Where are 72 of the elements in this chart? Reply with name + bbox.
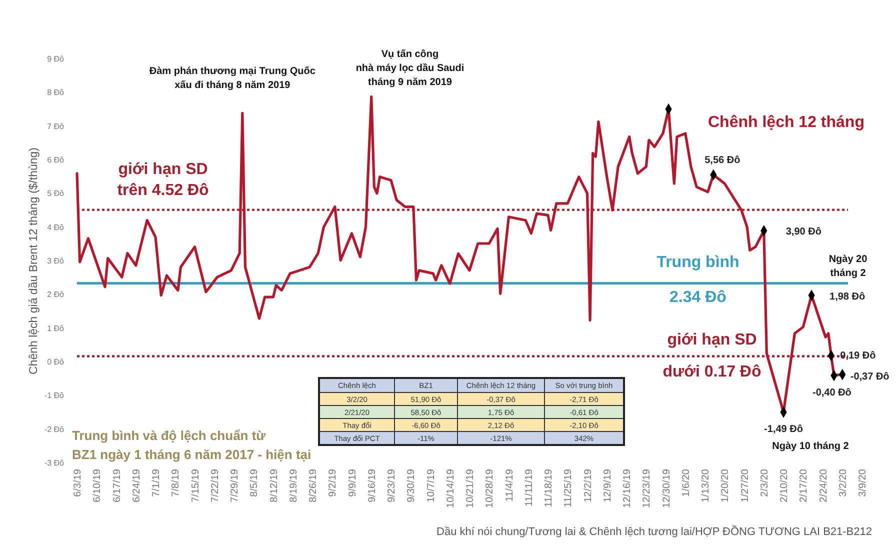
x-tick-label: 3/9/20 <box>858 468 868 497</box>
x-tick-label: 9/9/19 <box>347 468 358 497</box>
x-tick-label: 11/18/19 <box>544 468 554 508</box>
data-label: -0,40 Đô <box>812 387 852 398</box>
y-tick-label: 4 Đô <box>47 222 65 232</box>
x-tick-label: 7/29/19 <box>230 468 240 502</box>
x-tick-label: 1/27/20 <box>740 468 751 502</box>
x-tick-label: 12/30/19 <box>661 468 672 508</box>
annotation: Ngày 10 tháng 2 <box>772 441 850 452</box>
x-tick-label: 12/9/19 <box>602 468 614 502</box>
x-tick-label: 11/11/19 <box>524 468 535 506</box>
x-tick-label: 2/3/20 <box>759 468 770 497</box>
y-tick-label: 7 Đô <box>47 122 65 131</box>
x-tick-label: 7/1/19 <box>151 468 162 497</box>
y-tick-label: 0 Đô <box>47 358 65 367</box>
data-label: 5,56 Đô <box>704 154 740 166</box>
x-tick-label: 6/10/19 <box>92 468 104 502</box>
data-label: 1,98 Đô <box>830 291 866 302</box>
data-label: -1,49 Đô <box>764 424 803 436</box>
x-tick-label: 7/22/19 <box>210 468 221 502</box>
x-tick-label: 6/17/19 <box>112 468 123 502</box>
x-tick-label: 7/8/19 <box>170 468 182 497</box>
x-tick-label: 9/16/19 <box>366 468 378 502</box>
x-tick-label: 9/30/19 <box>406 468 418 502</box>
y-tick-label: -3 Đô <box>44 458 65 468</box>
x-tick-label: 2/24/20 <box>818 468 830 502</box>
x-tick-label: 6/24/19 <box>131 468 142 502</box>
y-tick-label: 9 Đô <box>47 54 65 64</box>
x-tick-label: 1/20/20 <box>720 468 732 502</box>
data-label: -0,37 Đô <box>850 371 890 382</box>
x-tick-label: 9/2/19 <box>328 468 339 497</box>
x-tick-label: 2/10/20 <box>779 468 790 502</box>
annotation: Đàm phán thương mại Trung Quốc xấu đi tháng 8 năm 2019 <box>149 66 316 92</box>
y-tick-label: 6 Đô <box>47 156 65 165</box>
x-tick-label: 12/23/19 <box>642 468 653 508</box>
data-label: 3,90 Đô <box>786 226 822 238</box>
y-tick-label: 8 Đô <box>47 88 65 98</box>
x-tick-label: 9/23/19 <box>386 468 398 502</box>
y-tick-label: -2 Đô <box>44 424 65 434</box>
x-tick-label: 11/4/19 <box>504 468 516 502</box>
x-tick-label: 12/2/19 <box>582 468 594 502</box>
x-tick-label: 8/19/19 <box>288 468 300 502</box>
x-tick-label: 1/6/20 <box>680 468 692 497</box>
x-tick-label: 7/15/19 <box>190 468 202 502</box>
x-tick-label: 8/5/19 <box>249 468 260 497</box>
annotation: Trung bình và độ lệch chuẩn từ BZ1 ngày 1 tháng 6 năm 2017 - hiện tại <box>72 428 312 462</box>
x-tick-label: 6/3/19 <box>72 468 84 497</box>
y-tick-label: -1 Đô <box>44 391 65 400</box>
ref-line-label: Trung bình 2.34 Đô <box>656 254 740 306</box>
ref-line-label: giới hạn SD trên 4.52 Đô <box>117 160 210 199</box>
x-tick-label: 11/25/19 <box>563 468 574 508</box>
x-tick-label: 8/12/19 <box>268 468 280 502</box>
x-tick-label: 10/7/19 <box>426 468 437 502</box>
x-tick-label: 10/28/19 <box>484 468 496 508</box>
x-tick-label: 12/16/19 <box>622 468 633 508</box>
x-tick-label: 10/14/19 <box>445 468 456 508</box>
y-tick-label: 3 Đô <box>47 256 65 266</box>
x-tick-label: 3/2/20 <box>838 468 849 497</box>
y-tick-label: 2 Đô <box>47 290 65 300</box>
x-tick-label: 2/17/20 <box>798 468 810 502</box>
x-tick-label: 1/13/20 <box>700 468 712 502</box>
ref-line-label: giới hạn SD dưới 0.17 Đô <box>662 331 762 380</box>
annotation: Ngày 20 tháng 2 <box>828 254 868 279</box>
text: Dầu khí nói chung/Tương lai & Chênh lệch tương lai/HỢP ĐỒNG TƯƠNG LAI B21-B212 <box>436 525 872 538</box>
x-tick-label: 10/21/19 <box>465 468 476 508</box>
y-tick-label: 1 Đô <box>47 324 65 333</box>
data-label: 0,19 Đô <box>840 350 876 362</box>
y-axis-title: Chênh lệch giá dầu Brent 12 tháng ($/thùng) <box>28 147 40 374</box>
annotation: Vụ tấn công nhà máy lọc dầu Saudi tháng 9 năm 2019 <box>356 49 464 88</box>
series-label: Chênh lệch 12 tháng <box>708 114 864 131</box>
x-tick-label: 8/26/19 <box>308 468 319 502</box>
y-tick-label: 5 Đô <box>47 189 65 198</box>
